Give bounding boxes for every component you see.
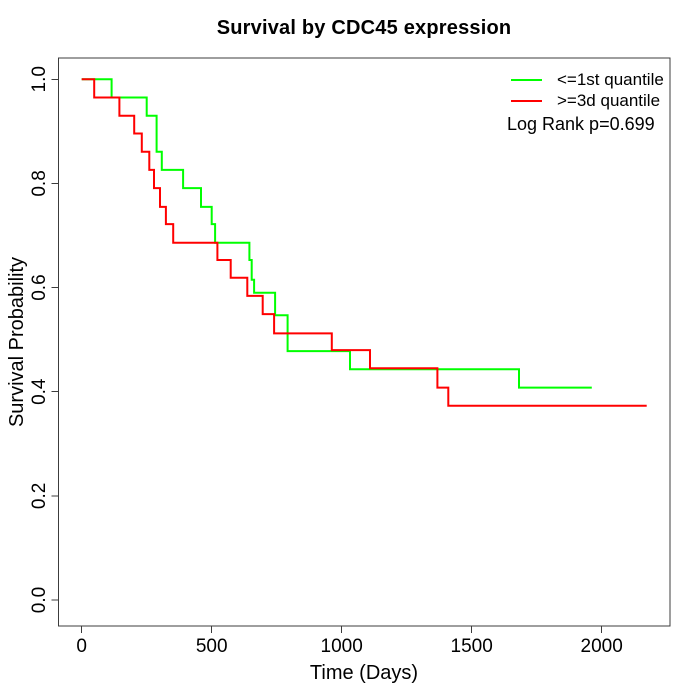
- x-tick-label: 500: [196, 636, 228, 657]
- legend-entry-first-quantile: <=1st quantile: [511, 69, 664, 90]
- log-rank-pvalue: Log Rank p=0.699: [507, 114, 655, 134]
- y-tick-label: 0.2: [29, 483, 50, 509]
- plot-box: [58, 57, 671, 627]
- legend-line-red: [511, 99, 542, 102]
- x-tick-label: 0: [76, 636, 87, 657]
- legend: <=1st quantile >=3d quantile: [511, 69, 664, 111]
- chart-title: Survival by CDC45 expression: [216, 17, 512, 39]
- y-tick-label: 0.6: [29, 274, 50, 300]
- x-tick-label: 1000: [321, 636, 363, 657]
- legend-entry-third-quantile: >=3d quantile: [511, 90, 664, 111]
- survival-curve-low-expression: [81, 78, 592, 389]
- y-tick-label: 1.0: [29, 66, 50, 92]
- y-tick-label: 0.0: [29, 587, 50, 613]
- legend-label-first-quantile: <=1st quantile: [557, 69, 664, 89]
- survival-curve-high-expression: [81, 78, 647, 407]
- y-axis-title: Survival Probability: [6, 256, 28, 428]
- y-tick-label: 0.4: [29, 378, 50, 405]
- x-axis-title: Time (Days): [309, 662, 419, 684]
- y-tick-label: 0.8: [29, 170, 50, 196]
- x-tick-label: 1500: [451, 636, 493, 657]
- legend-label-third-quantile: >=3d quantile: [557, 90, 661, 110]
- legend-line-green: [511, 78, 542, 81]
- x-tick-label: 2000: [581, 636, 623, 657]
